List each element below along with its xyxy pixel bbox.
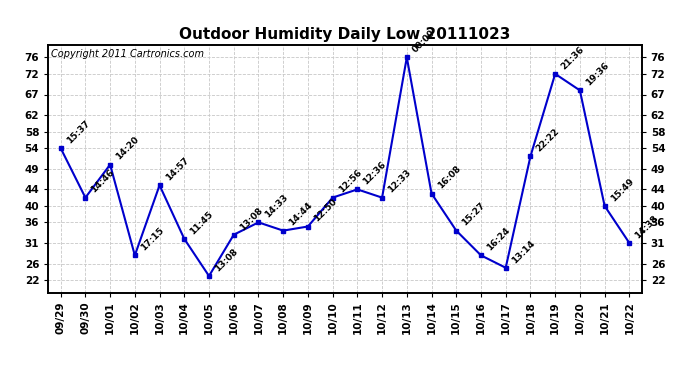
Text: 13:08: 13:08 (213, 247, 239, 273)
Text: 17:15: 17:15 (139, 226, 166, 253)
Text: 12:50: 12:50 (312, 197, 339, 224)
Text: 19:36: 19:36 (584, 61, 611, 88)
Text: 16:24: 16:24 (485, 226, 512, 253)
Text: 12:56: 12:56 (337, 168, 364, 195)
Text: 12:33: 12:33 (386, 168, 413, 195)
Text: 14:38: 14:38 (633, 213, 660, 240)
Text: 15:37: 15:37 (65, 118, 92, 146)
Text: 14:57: 14:57 (164, 156, 190, 183)
Text: Copyright 2011 Cartronics.com: Copyright 2011 Cartronics.com (51, 49, 204, 59)
Text: 13:14: 13:14 (510, 238, 537, 265)
Text: 12:36: 12:36 (362, 160, 388, 187)
Text: 00:00: 00:00 (411, 28, 437, 55)
Text: 15:49: 15:49 (609, 176, 635, 203)
Text: 13:08: 13:08 (238, 206, 264, 232)
Text: 14:20: 14:20 (115, 135, 141, 162)
Text: 15:27: 15:27 (460, 201, 487, 228)
Text: 16:08: 16:08 (435, 164, 462, 191)
Text: 14:44: 14:44 (287, 201, 314, 228)
Text: 14:33: 14:33 (263, 193, 289, 220)
Text: 11:45: 11:45 (188, 209, 215, 236)
Text: 22:22: 22:22 (535, 127, 561, 154)
Text: 14:46: 14:46 (90, 168, 117, 195)
Title: Outdoor Humidity Daily Low 20111023: Outdoor Humidity Daily Low 20111023 (179, 27, 511, 42)
Text: 21:36: 21:36 (560, 45, 586, 71)
